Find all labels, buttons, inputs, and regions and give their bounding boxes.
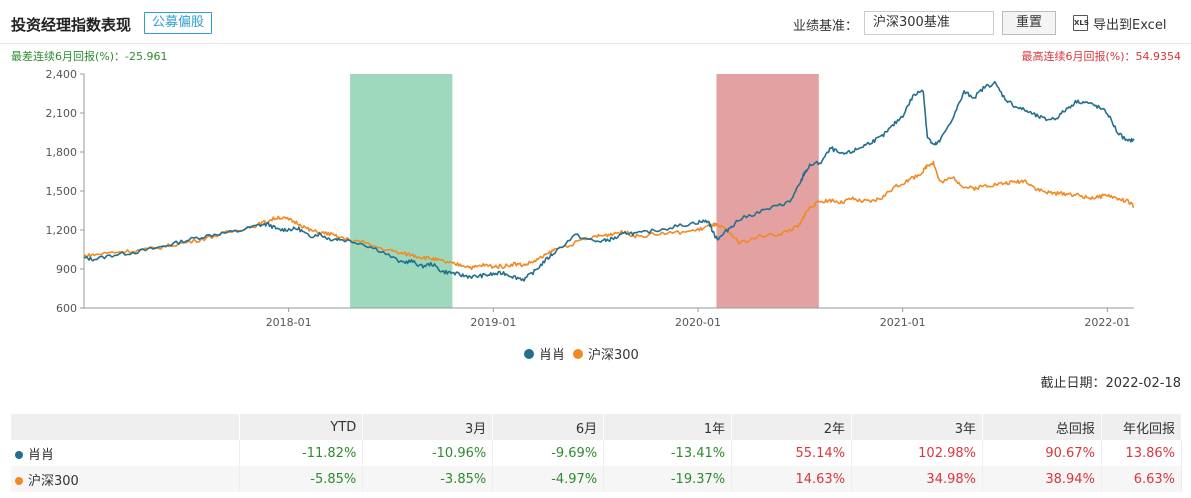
benchmark-label: 业绩基准： [793, 19, 859, 34]
table-row: 肖肖 -11.82% -10.96% -9.69% -13.41% 55.14%… [11, 440, 1183, 466]
header-cell-6m: 6月 [492, 414, 605, 440]
chart-legend: 肖肖 沪深300 [524, 344, 647, 363]
page-header: 投资经理指数表现 公募偏股 业绩基准： 沪深300基准 重置 XLS 导出到Ex… [0, 0, 1191, 44]
cutoff-date: 截止日期：2022-02-18 [1040, 376, 1181, 391]
header-cell-ytd: YTD [239, 414, 364, 440]
export-label: 导出到Excel [1093, 17, 1167, 33]
y-tick-label: 2,400 [46, 68, 78, 81]
performance-table: YTD 3月 6月 1年 2年 3年 总回报 年化回报 肖肖 -11.82% -… [11, 414, 1183, 492]
series-line-manager [83, 80, 1135, 282]
header-cell-annual: 年化回报 [1101, 414, 1183, 440]
header-cell-1y: 1年 [603, 414, 733, 440]
series-dot [15, 477, 23, 485]
row-name: 肖肖 [28, 447, 55, 463]
table-cell: -10.96% [362, 440, 494, 466]
x-tick-label: 2020-01 [675, 316, 721, 329]
series-line-benchmark [83, 160, 1135, 271]
table-cell: -5.85% [239, 466, 364, 492]
x-tick-label: 2019-01 [470, 316, 516, 329]
x-tick-label: 2018-01 [266, 316, 312, 329]
header-cell-3y: 3年 [851, 414, 983, 440]
legend-dot-manager [524, 348, 534, 359]
legend-label-manager: 肖肖 [539, 348, 566, 363]
legend-label-benchmark: 沪深300 [588, 348, 639, 363]
y-tick-label: 600 [56, 302, 77, 315]
benchmark-select[interactable]: 沪深300基准 [864, 11, 994, 35]
reset-button[interactable]: 重置 [1002, 11, 1056, 35]
table-cell: -11.82% [239, 440, 364, 466]
row-name-cell: 沪深300 [11, 466, 241, 492]
x-tick-label: 2022-01 [1084, 316, 1130, 329]
best-period-band [716, 74, 819, 308]
row-name: 沪深300 [28, 473, 79, 489]
best-6m-return: 最高连续6月回报(%)：54.9354 [1021, 50, 1181, 63]
legend-item-benchmark[interactable]: 沪深300 [573, 344, 639, 363]
table-cell: 102.98% [851, 440, 983, 466]
table-cell: 38.94% [982, 466, 1102, 492]
x-tick-label: 2021-01 [880, 316, 926, 329]
worst-6m-return: 最差连续6月回报(%)：-25.961 [11, 50, 168, 63]
fund-type-tag[interactable]: 公募偏股 [144, 12, 213, 34]
y-tick-label: 1,800 [46, 146, 78, 159]
excel-icon: XLS [1073, 15, 1089, 31]
y-tick-label: 900 [56, 263, 77, 276]
table-cell: -19.37% [603, 466, 733, 492]
table-cell: 14.63% [731, 466, 853, 492]
y-tick-label: 1,200 [46, 224, 78, 237]
worst-period-band [350, 74, 453, 308]
export-excel-button[interactable]: XLS 导出到Excel [1073, 13, 1166, 33]
table-cell: -13.41% [603, 440, 733, 466]
performance-chart: 600 900 1,200 1,500 1,800 2,100 2,400 2018-01 20… [46, 68, 1135, 329]
y-tick-label: 2,100 [46, 107, 78, 120]
table-cell: 55.14% [731, 440, 853, 466]
legend-item-manager[interactable]: 肖肖 [524, 344, 565, 363]
table-cell: 90.67% [982, 440, 1102, 466]
row-name-cell: 肖肖 [11, 440, 241, 466]
table-cell: -9.69% [492, 440, 605, 466]
series-dot [15, 451, 23, 459]
table-cell: 6.63% [1101, 466, 1183, 492]
header-cell-3m: 3月 [362, 414, 494, 440]
legend-dot-benchmark [573, 348, 584, 359]
table-cell: 13.86% [1101, 440, 1183, 466]
table-cell: 34.98% [851, 466, 983, 492]
table-cell: -4.97% [492, 466, 605, 492]
table-cell: -3.85% [362, 466, 494, 492]
header-cell-total: 总回报 [982, 414, 1102, 440]
y-tick-label: 1,500 [46, 185, 78, 198]
table-header-row: YTD 3月 6月 1年 2年 3年 总回报 年化回报 [11, 414, 1183, 440]
table-row: 沪深300 -5.85% -3.85% -4.97% -19.37% 14.63… [11, 466, 1183, 492]
header-cell-name [11, 414, 241, 440]
header-cell-2y: 2年 [731, 414, 853, 440]
page-title: 投资经理指数表现 [11, 16, 132, 34]
